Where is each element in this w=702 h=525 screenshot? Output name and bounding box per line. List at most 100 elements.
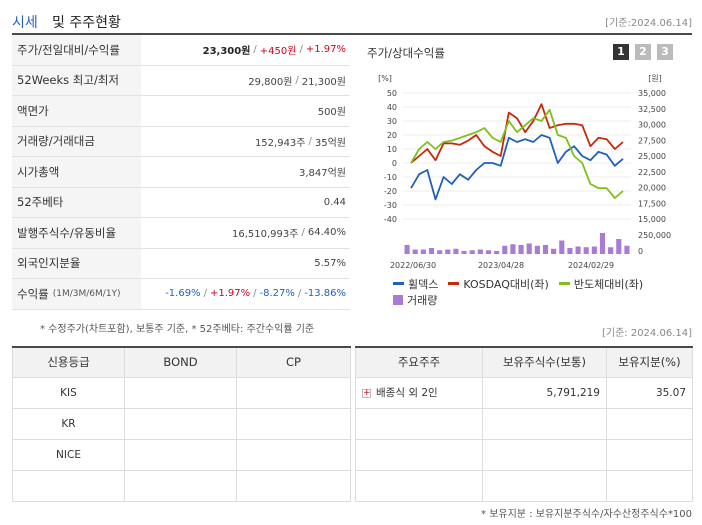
legend-label: 반도체대비(좌)	[573, 277, 644, 291]
summary-row: 액면가 500원	[12, 96, 350, 127]
right-tick-label: 25,000	[638, 152, 666, 161]
table-row	[355, 469, 693, 502]
volume-bar	[599, 233, 606, 254]
x-tick-label: 2024/02/29	[568, 261, 614, 270]
summary-value: 29,800원/21,300원	[141, 66, 350, 96]
summary-label: 거래량/거래대금	[12, 126, 141, 156]
value-part: -13.86%	[304, 288, 346, 300]
price-summary-table: 주가/전일대비/수익률 23,300원 / +450원 / +1.97% 52Weeks 최…	[12, 35, 350, 310]
volume-bar	[477, 249, 483, 254]
column-header: 보유주식수(보통)	[482, 346, 607, 378]
reference-date: [기준:2024.06.14]	[605, 18, 692, 29]
summary-value: 16,510,993주/64.40%	[141, 218, 350, 248]
header-divider	[12, 33, 692, 35]
summary-label: 52주베타	[12, 187, 141, 217]
table-cell	[355, 407, 483, 440]
volume-bar	[551, 248, 557, 254]
volume-bar	[567, 248, 573, 254]
table-row	[355, 438, 693, 471]
chart-title: 주가/상대수익률	[367, 46, 445, 60]
legend-swatch	[448, 282, 460, 285]
chart-page-2-button[interactable]: 2	[635, 44, 651, 60]
column-header: 신용등급	[12, 346, 125, 378]
table-cell: KIS	[12, 376, 125, 409]
volume-bar	[624, 245, 630, 254]
left-tick-label: -40	[384, 215, 397, 224]
table-cell	[606, 407, 693, 440]
summary-row: 52Weeks 최고/최저 29,800원/21,300원	[12, 65, 350, 96]
table-cell	[482, 438, 607, 471]
table-cell	[482, 469, 607, 502]
summary-label: 시가총액	[12, 157, 141, 187]
value-part: 29,800원	[248, 76, 293, 88]
table-cell	[606, 469, 693, 502]
table-cell	[236, 469, 351, 502]
value-part: 64.40%	[307, 227, 346, 239]
summary-value: 5.57%	[141, 249, 350, 279]
series-line	[410, 134, 624, 201]
left-tick-label: 40	[387, 103, 397, 112]
volume-bar	[608, 247, 614, 254]
summary-row: 주가/전일대비/수익률 23,300원 / +450원 / +1.97%	[12, 35, 350, 66]
left-tick-label: 30	[387, 117, 397, 126]
table-row	[355, 407, 693, 440]
summary-row: 시가총액 3,847억원	[12, 157, 350, 188]
right-tick-label: 27,500	[638, 136, 666, 145]
separator: /	[203, 288, 207, 300]
left-tick-label: -30	[384, 201, 397, 210]
volume-bar	[494, 251, 500, 254]
volume-bar	[485, 250, 492, 254]
separator: /	[301, 227, 305, 239]
right-tick-label: 35,000	[638, 89, 666, 98]
summary-label: 발행주식수/유동비율	[12, 218, 141, 248]
legend-label: 휠덱스	[408, 277, 439, 291]
summary-row: 수익률 (1M/3M/6M/1Y) -1.69% / +1.97% / -8.27% / -13…	[12, 279, 350, 310]
column-header: BOND	[124, 346, 237, 378]
value-part: +1.97%	[209, 288, 251, 300]
summary-label: 외국인지분율	[12, 248, 141, 278]
value-part: 35억원	[314, 137, 346, 149]
right-axis-unit: [원]	[648, 74, 662, 83]
separator: /	[295, 74, 299, 86]
holders-footnote: * 보유지분 : 보유지분주식수/자수산정주식수*100	[481, 509, 692, 520]
summary-value: 23,300원 / +450원 / +1.97%	[141, 35, 350, 65]
volume-bar	[445, 249, 451, 254]
volume-bar	[526, 243, 532, 254]
table-cell: NICE	[12, 438, 125, 471]
table-cell	[124, 469, 237, 502]
table-cell	[355, 469, 483, 502]
expand-icon[interactable]: +	[362, 387, 371, 398]
summary-row: 거래량/거래대금 152,943주/35억원	[12, 126, 350, 157]
volume-bar	[420, 249, 426, 254]
separator: /	[253, 288, 257, 300]
shareholder-name: 배종식 외 2인	[376, 387, 438, 399]
separator: /	[299, 44, 303, 56]
separator: /	[308, 135, 312, 147]
value-part: -8.27%	[259, 288, 295, 300]
volume-bar	[461, 251, 467, 254]
volume-tick-label: 250,000	[638, 231, 671, 240]
volume-bar	[510, 244, 516, 254]
table-cell	[236, 407, 351, 440]
major-shareholders-table: 주요주주 보유주식수(보통) 보유지분(%) + 배종식 외 2인 5,791,219 3…	[355, 346, 693, 502]
chart-legend: 휠덱스 KOSDAQ대비(좌) 반도체대비(좌) 거래량	[393, 275, 693, 308]
right-tick-label: 20,000	[638, 184, 666, 193]
chart-page-3-button[interactable]: 3	[657, 44, 673, 60]
chart-page-1-button[interactable]: 1	[613, 44, 629, 60]
left-tick-label: 20	[387, 131, 397, 140]
volume-bar	[559, 240, 565, 254]
right-tick-label: 15,000	[638, 215, 666, 224]
value-part: 16,510,993주	[232, 229, 299, 241]
table-cell	[606, 438, 693, 471]
x-tick-label: 2023/04/28	[478, 261, 524, 270]
summary-label: 수익률 (1M/3M/6M/1Y)	[12, 279, 141, 309]
volume-bar	[437, 250, 443, 254]
value-part: +1.97%	[305, 44, 346, 56]
section-title-sub: 및 주주현황	[52, 15, 121, 31]
column-header: CP	[236, 346, 351, 378]
value-part: 0.44	[323, 196, 346, 208]
left-tick-label: 10	[387, 145, 397, 154]
table-cell: + 배종식 외 2인	[355, 376, 483, 409]
left-tick-label: 0	[392, 159, 397, 168]
series-line	[410, 108, 624, 199]
